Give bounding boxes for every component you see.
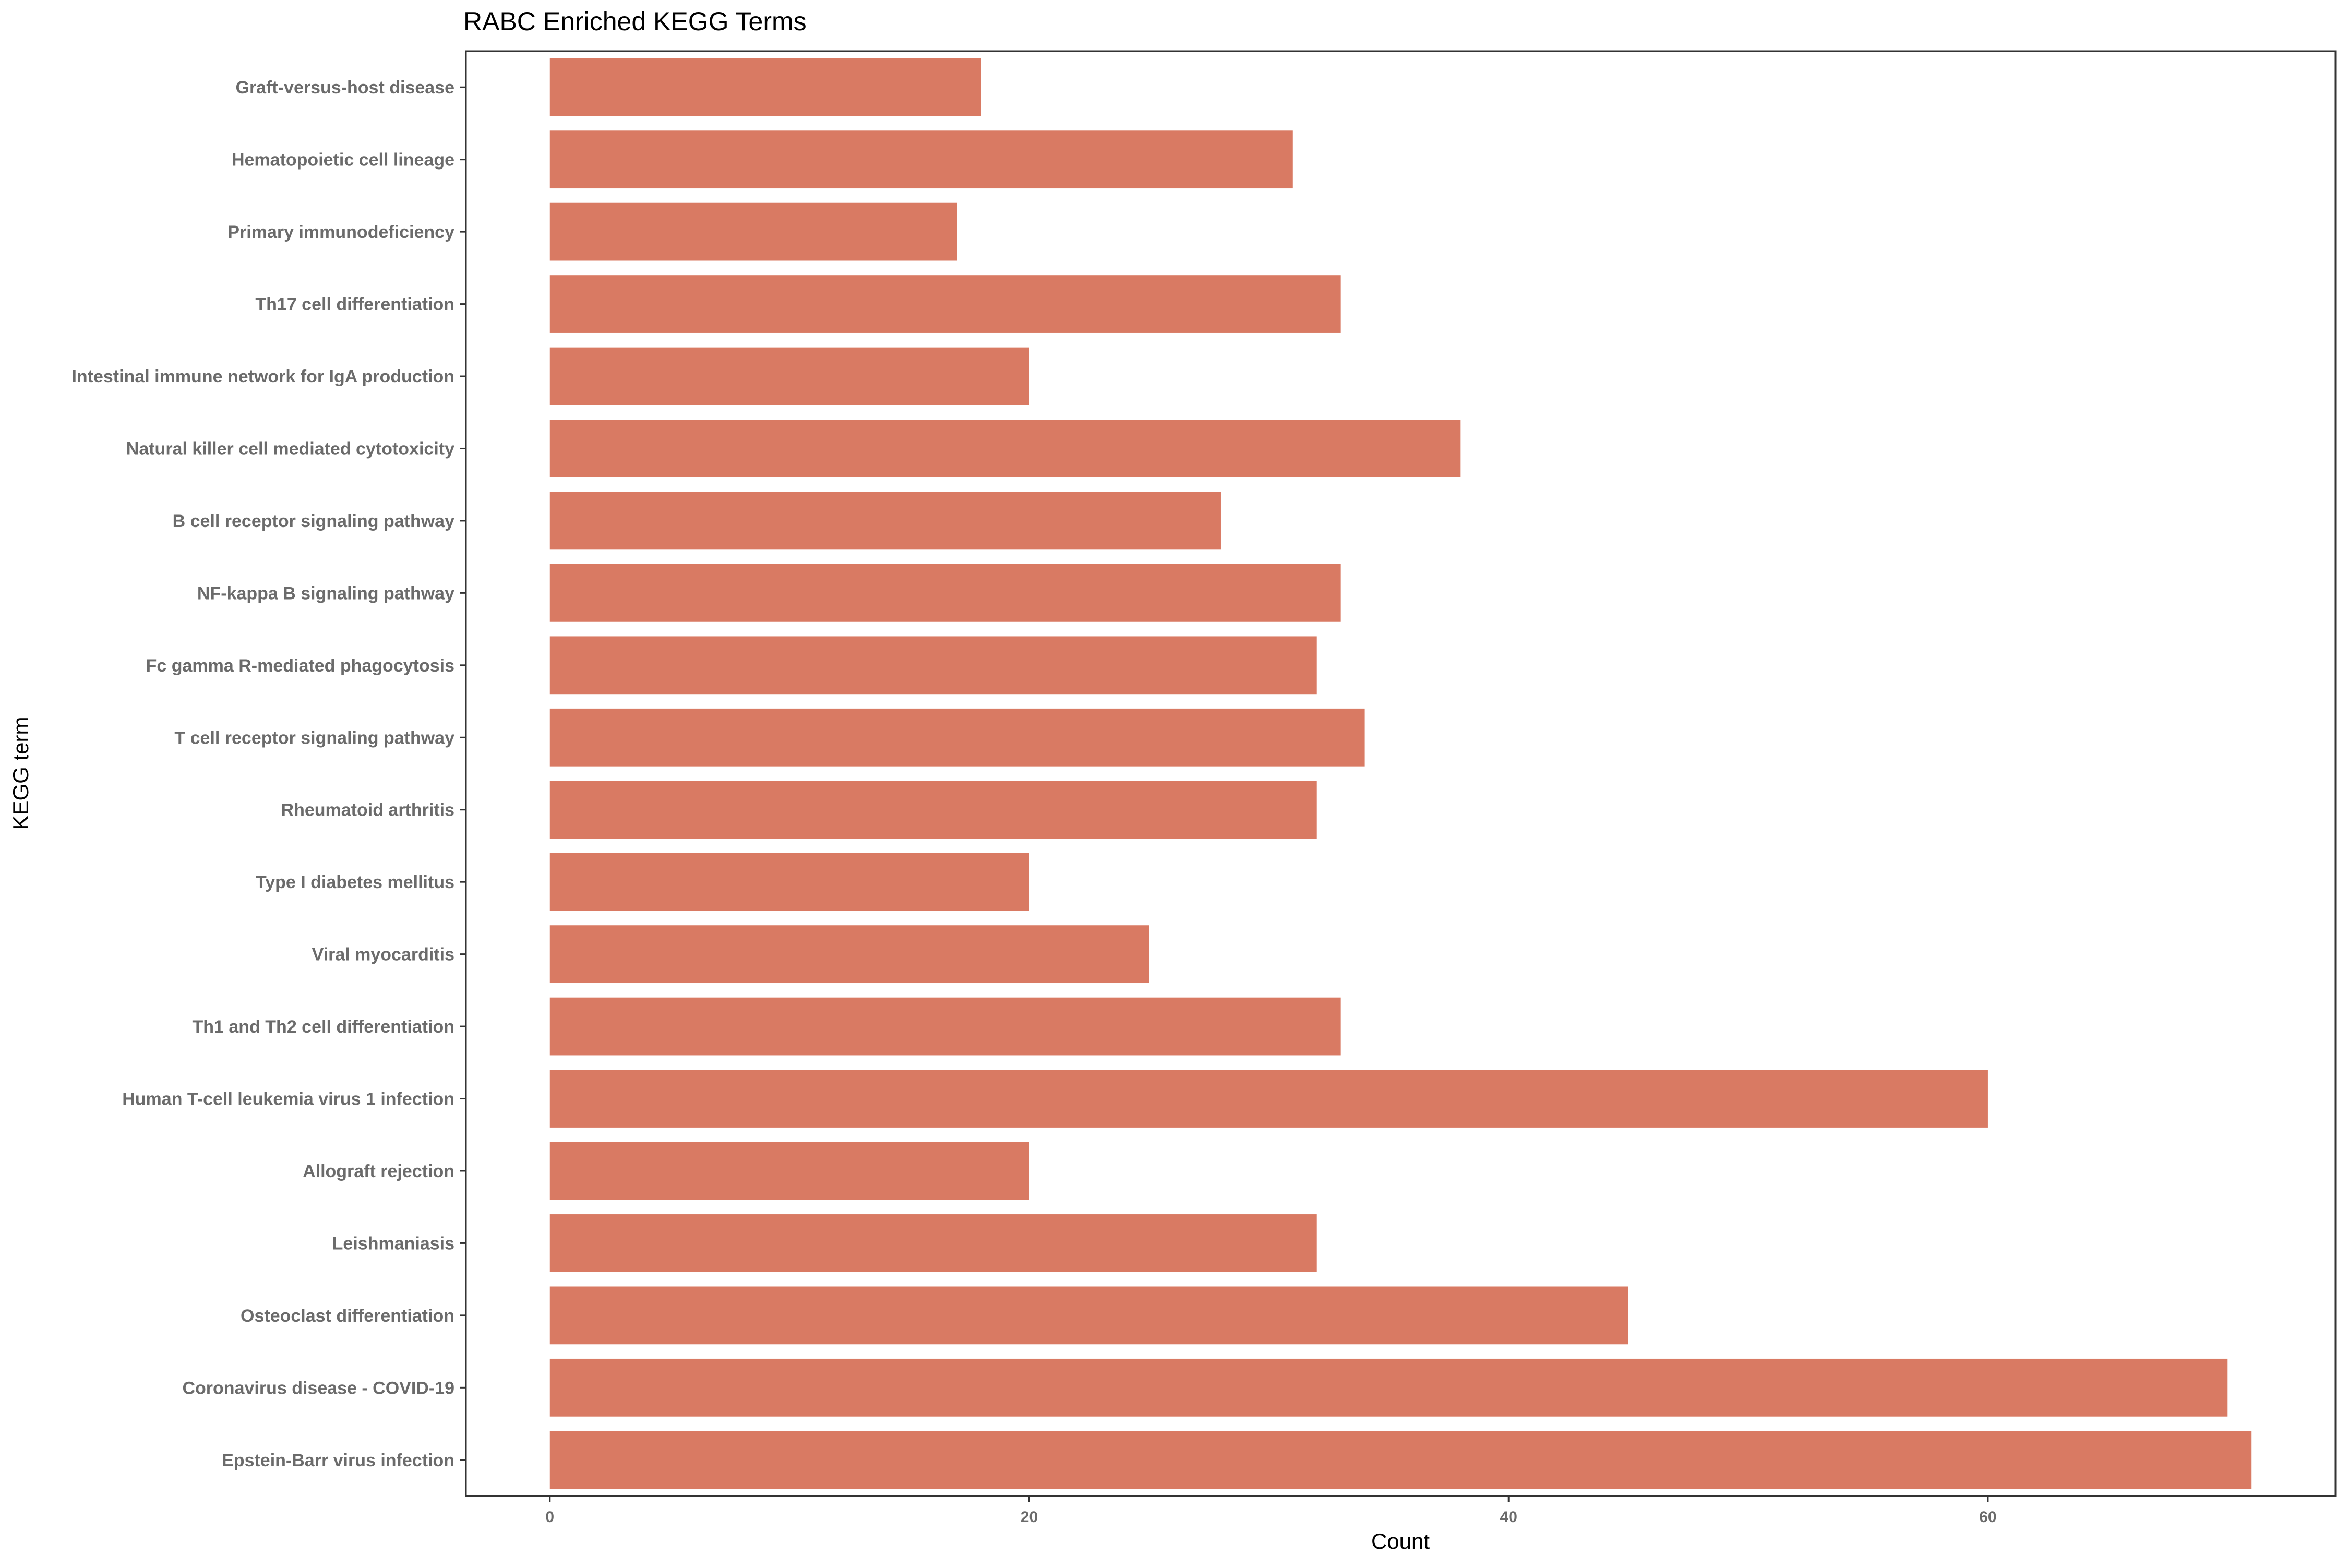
x-tick-label: 0 bbox=[545, 1509, 554, 1526]
y-tick-label: Hematopoietic cell lineage bbox=[232, 150, 454, 170]
bar-intestinal-immune-network-for-iga-production bbox=[549, 347, 1029, 405]
x-tick-label: 40 bbox=[1500, 1509, 1517, 1526]
y-tick-label: B cell receptor signaling pathway bbox=[173, 511, 454, 531]
bar-graft-versus-host-disease bbox=[549, 58, 981, 116]
bar-type-i-diabetes-mellitus bbox=[549, 853, 1029, 911]
bar-b-cell-receptor-signaling-pathway bbox=[549, 492, 1221, 550]
y-tick-label: Natural killer cell mediated cytotoxicit… bbox=[126, 439, 454, 459]
y-tick-label: Leishmaniasis bbox=[332, 1234, 454, 1253]
x-tick-label: 60 bbox=[1979, 1509, 1996, 1526]
bar-rheumatoid-arthritis bbox=[549, 781, 1317, 839]
y-tick-label: Th17 cell differentiation bbox=[255, 295, 454, 315]
y-tick-label: Intestinal immune network for IgA produc… bbox=[71, 367, 454, 387]
bar-coronavirus-disease-covid-19 bbox=[549, 1358, 2228, 1417]
y-tick-label: T cell receptor signaling pathway bbox=[174, 728, 454, 748]
bar-epstein-barr-virus-infection bbox=[549, 1431, 2252, 1489]
bar-t-cell-receptor-signaling-pathway bbox=[549, 708, 1365, 767]
y-axis: Graft-versus-host disease Hematopoietic c… bbox=[71, 78, 466, 1470]
y-tick-label: Osteoclast differentiation bbox=[241, 1306, 454, 1326]
bar-th17-cell-differentiation bbox=[549, 275, 1341, 333]
y-tick-label: Epstein-Barr virus infection bbox=[222, 1451, 454, 1470]
y-tick-label: NF-kappa B signaling pathway bbox=[197, 583, 454, 603]
bar-viral-myocarditis bbox=[549, 925, 1149, 984]
y-axis-title: KEGG term bbox=[8, 716, 33, 830]
bars bbox=[549, 58, 2252, 1489]
x-tick-label: 20 bbox=[1021, 1509, 1038, 1526]
bar-human-t-cell-leukemia-virus-1-infection bbox=[549, 1070, 1988, 1128]
y-tick-label: Primary immunodeficiency bbox=[227, 222, 454, 242]
y-tick-label: Allograft rejection bbox=[303, 1162, 454, 1181]
bar-nf-kappa-b-signaling-pathway bbox=[549, 564, 1341, 622]
bar-leishmaniasis bbox=[549, 1214, 1317, 1272]
chart-title: RABC Enriched KEGG Terms bbox=[463, 7, 807, 36]
y-tick-label: Type I diabetes mellitus bbox=[256, 872, 454, 892]
y-tick-label: Coronavirus disease - COVID-19 bbox=[182, 1378, 454, 1398]
bar-primary-immunodeficiency bbox=[549, 202, 957, 261]
y-tick-label: Graft-versus-host disease bbox=[236, 78, 455, 98]
bar-allograft-rejection bbox=[549, 1142, 1029, 1200]
bar-natural-killer-cell-mediated-cytotoxicity bbox=[549, 420, 1461, 477]
x-axis: 0 20 40 60 bbox=[545, 1496, 1997, 1526]
y-tick-label: Rheumatoid arthritis bbox=[281, 800, 454, 820]
x-axis-title: Count bbox=[1371, 1529, 1430, 1553]
plot-panel-border bbox=[465, 50, 2337, 1497]
y-tick-label: Viral myocarditis bbox=[312, 945, 454, 965]
y-tick-label: Th1 and Th2 cell differentiation bbox=[193, 1017, 455, 1037]
y-tick-label: Fc gamma R-mediated phagocytosis bbox=[146, 656, 454, 676]
y-tick-label: Human T-cell leukemia virus 1 infection bbox=[122, 1090, 454, 1109]
bar-th1-and-th2-cell-differentiation bbox=[549, 997, 1341, 1056]
bar-hematopoietic-cell-lineage bbox=[549, 130, 1293, 189]
bar-fc-gamma-r-mediated-phagocytosis bbox=[549, 636, 1317, 695]
bar-osteoclast-differentiation bbox=[549, 1286, 1628, 1345]
